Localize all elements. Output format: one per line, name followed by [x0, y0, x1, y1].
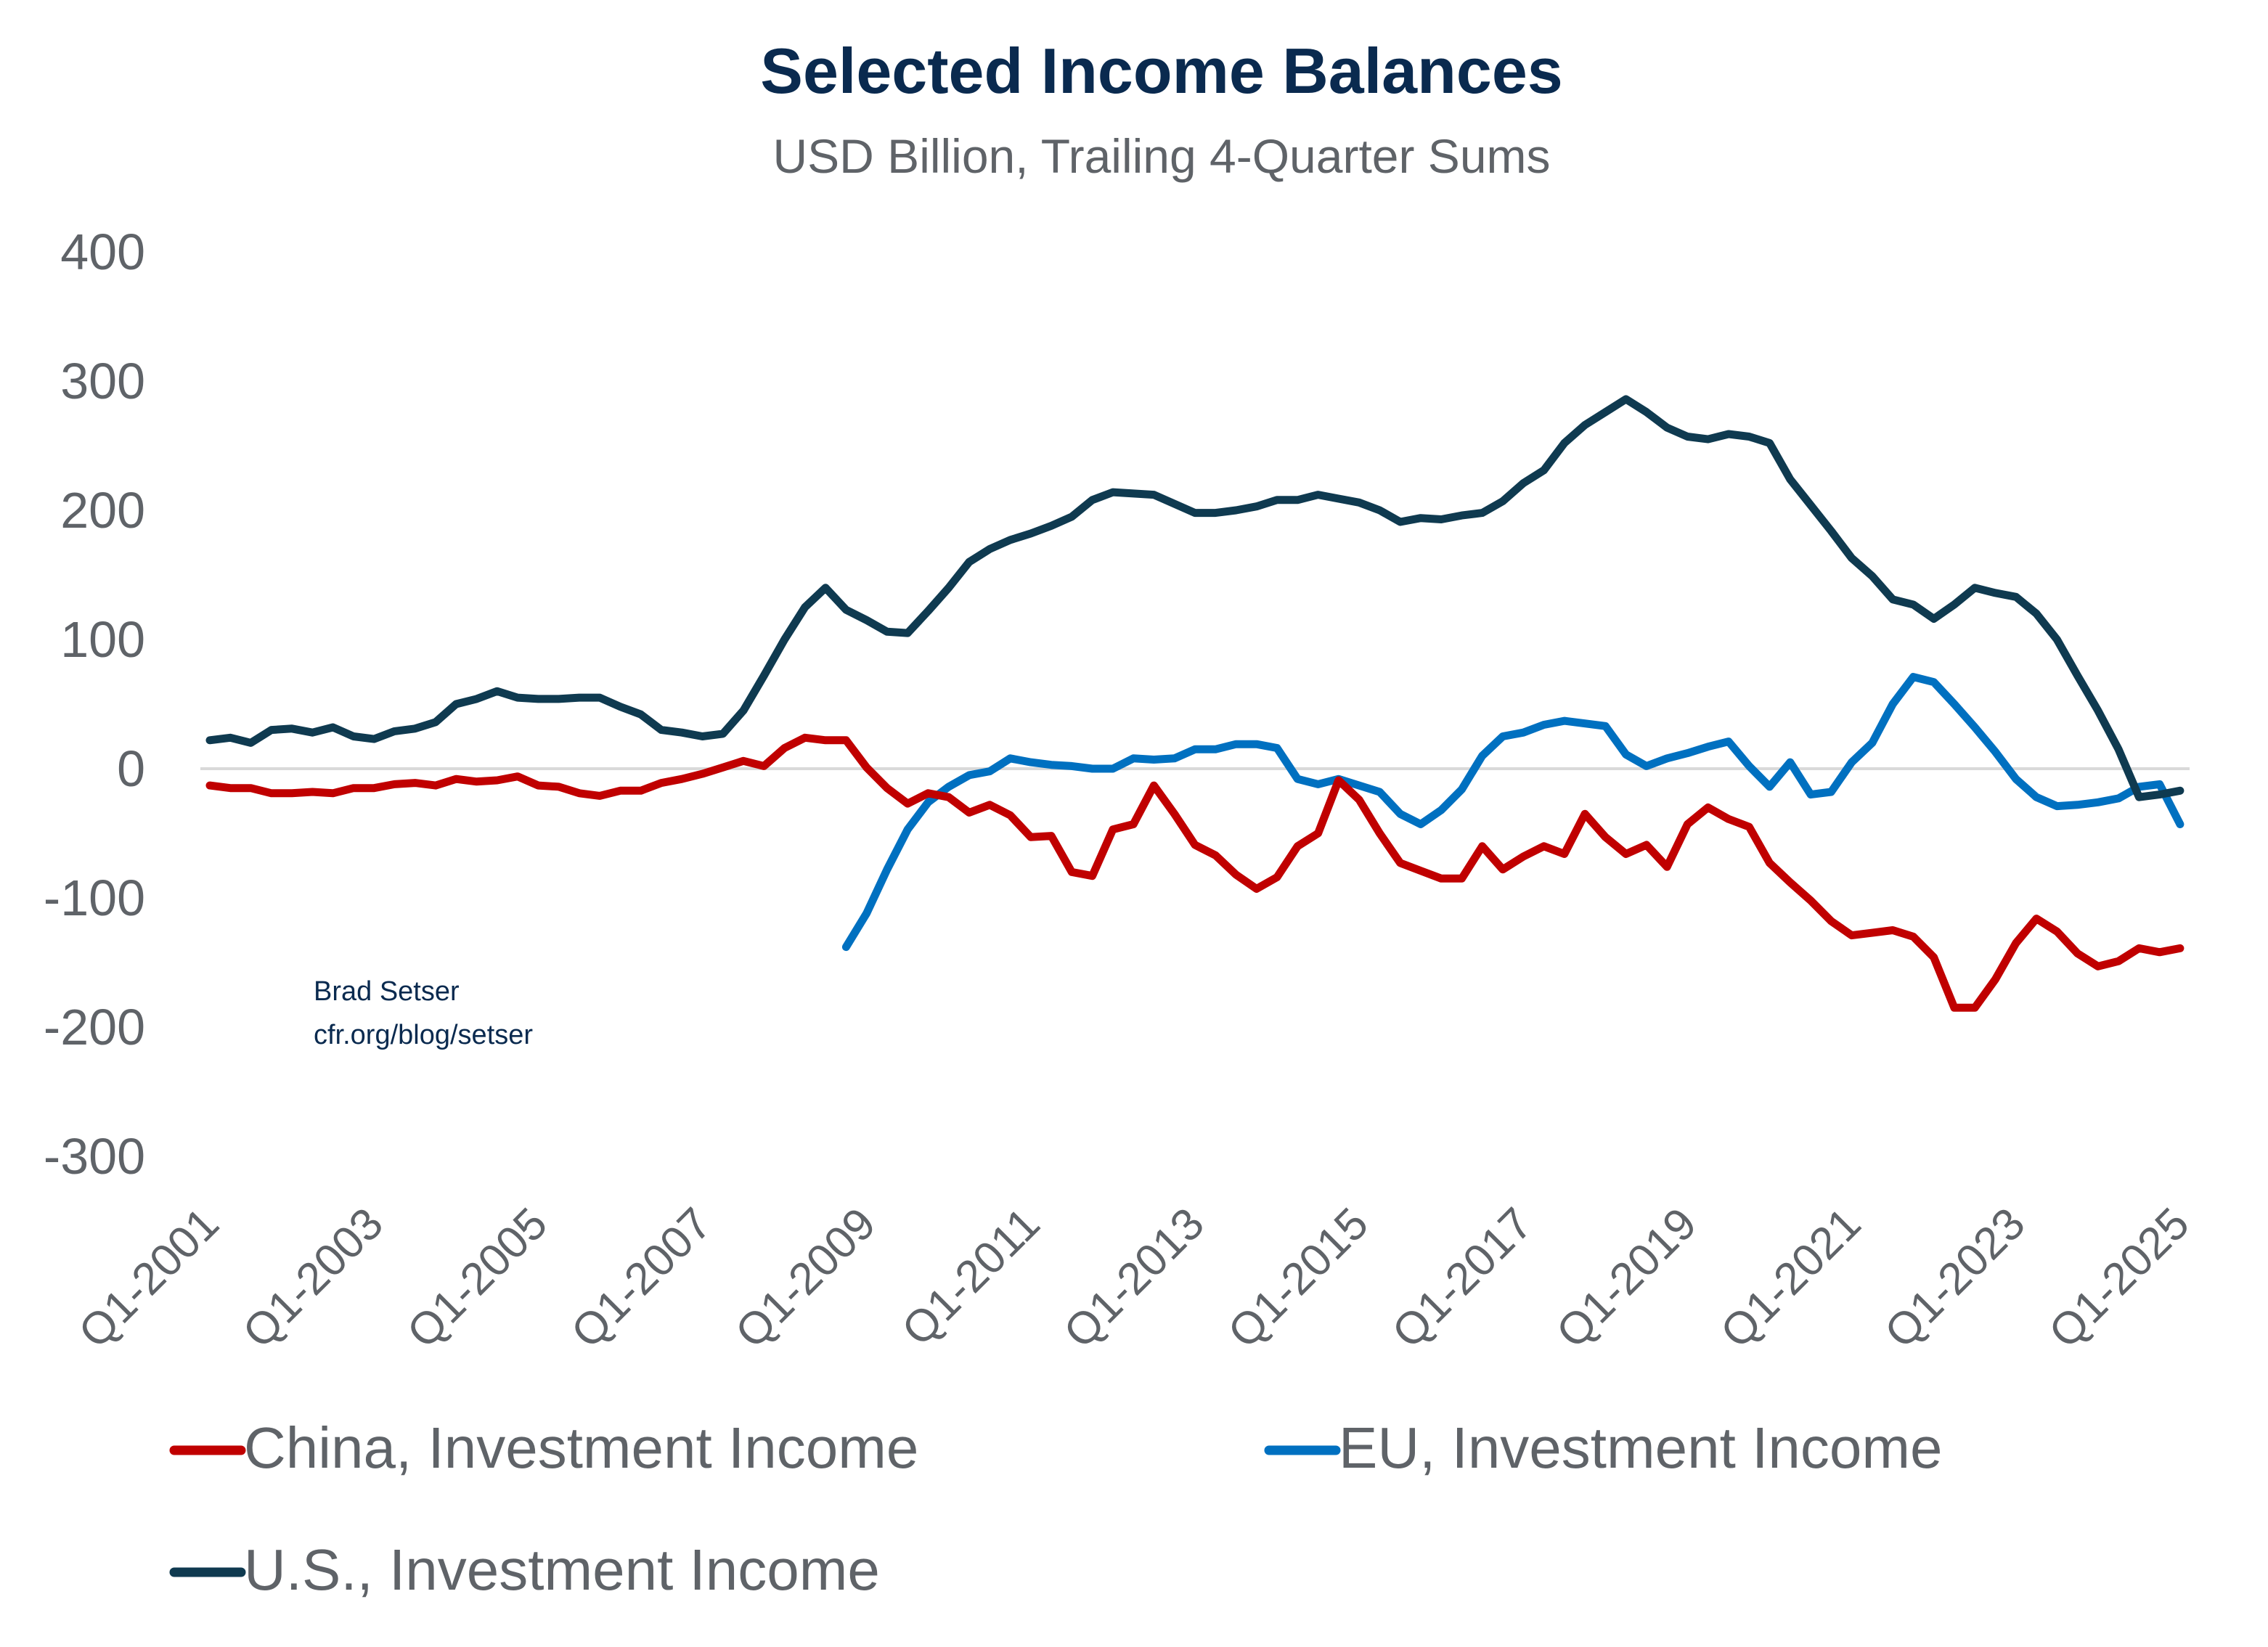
y-tick-label: 300: [60, 353, 145, 409]
y-axis: 400 300 200 100 0 -100 -200 -300: [44, 224, 145, 1185]
annotation-url: cfr.org/blog/setser: [314, 1020, 533, 1050]
x-tick-label: Q1-2009: [726, 1198, 885, 1357]
x-axis: Q1-2001 Q1-2003 Q1-2005 Q1-2007 Q1-2009 Q1-20…: [69, 1198, 2198, 1357]
x-tick-label: Q1-2005: [398, 1198, 557, 1357]
series-line-eu: [841, 673, 2185, 952]
x-tick-label: Q1-2001: [69, 1198, 228, 1357]
x-tick-label: Q1-2023: [1875, 1198, 2034, 1357]
annotation-author: Brad Setser: [314, 976, 460, 1007]
y-tick-label: 400: [60, 224, 145, 280]
x-tick-label: Q1-2013: [1054, 1198, 1213, 1357]
legend-label: China, Investment Income: [244, 1415, 918, 1480]
series-line-us: [205, 395, 2185, 801]
y-tick-label: 200: [60, 482, 145, 539]
chart-title: Selected Income Balances: [760, 35, 1562, 107]
x-tick-label: Q1-2017: [1383, 1198, 1542, 1357]
y-tick-label: 100: [60, 611, 145, 668]
y-tick-label: -200: [44, 999, 145, 1055]
legend-item: EU, Investment Income: [1264, 1415, 1942, 1480]
x-tick-label: Q1-2007: [562, 1198, 721, 1357]
x-tick-label: Q1-2003: [234, 1198, 393, 1357]
x-tick-label: Q1-2025: [2039, 1198, 2198, 1357]
y-tick-label: -100: [44, 870, 145, 926]
annotation: Brad Setser cfr.org/blog/setser: [314, 976, 533, 1050]
y-tick-label: 0: [117, 740, 145, 797]
x-tick-label: Q1-2015: [1219, 1198, 1378, 1357]
x-tick-label: Q1-2011: [893, 1198, 1050, 1355]
legend-label: EU, Investment Income: [1339, 1415, 1942, 1480]
x-tick-label: Q1-2021: [1711, 1198, 1870, 1357]
chart-subtitle: USD Billion, Trailing 4-Quarter Sums: [772, 129, 1550, 183]
x-tick-label: Q1-2019: [1547, 1198, 1706, 1357]
legend-label: U.S., Investment Income: [244, 1537, 880, 1602]
legend: China, Investment Income EU, Investment I…: [169, 1415, 1942, 1602]
legend-item: China, Investment Income: [169, 1415, 918, 1480]
series-layer: [205, 395, 2185, 1012]
legend-item: U.S., Investment Income: [169, 1537, 880, 1602]
series-line-china: [205, 733, 2185, 1012]
y-tick-label: -300: [44, 1128, 145, 1185]
